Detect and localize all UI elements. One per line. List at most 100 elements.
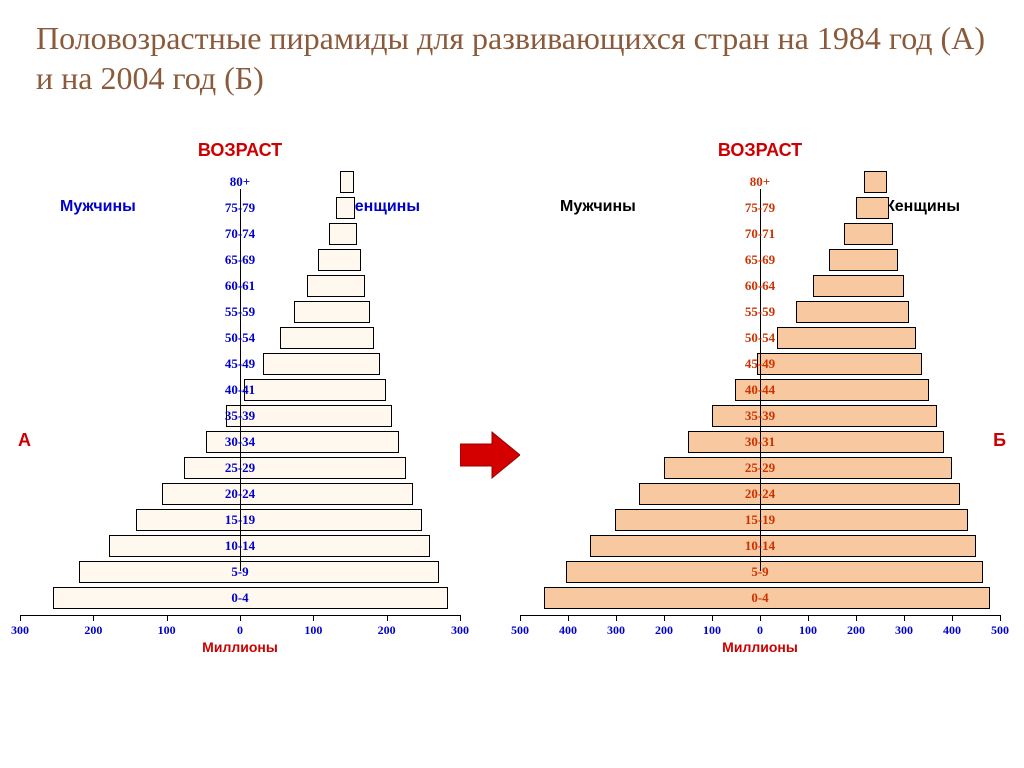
bar-female [784,535,975,557]
bar-female [862,249,898,271]
axis-tick-label: 200 [84,623,102,638]
age-label: 40-44 [745,382,775,398]
age-label: 80+ [230,174,250,190]
bar-female [308,405,392,427]
bar-female [838,353,922,375]
bar-female [851,301,910,323]
age-label: 25-29 [225,460,255,476]
bars-b: 80+75-7970-7165-6960-6455-5950-5445-4940… [520,169,1000,611]
axis-tick [760,615,761,621]
bar-female [301,431,399,453]
axis-tick [568,615,569,621]
age-label: 55-59 [745,304,775,320]
axis-tick [664,615,665,621]
bar-male [336,197,345,219]
axis-tick-label: 0 [237,623,243,638]
bar-male [813,275,856,297]
axis-tick-label: 300 [607,623,625,638]
bar-male [263,353,320,375]
slide: Половозрастные пирамиды для развивающихс… [0,0,1024,768]
age-label: 70-71 [745,226,775,242]
pyramid-a: ВОЗРАСТ Мужчины Женщины А 80+75-7970-746… [20,140,460,655]
bar-female [270,535,430,557]
axis-tick-label: 200 [655,623,673,638]
age-label: 0-4 [751,590,768,606]
axis-tick-label: 0 [757,623,763,638]
bar-male [844,223,867,245]
axis-tick [1000,615,1001,621]
bar-female [800,483,960,505]
bar-female [831,379,929,401]
age-label: 15-19 [745,512,775,528]
age-label: 65-69 [745,252,775,268]
bar-male [856,197,870,219]
chart-area: ВОЗРАСТ Мужчины Женщины А 80+75-7970-746… [20,140,1004,740]
bar-female [345,197,355,219]
slide-title: Половозрастные пирамиды для развивающихс… [36,18,996,98]
bar-female [867,223,893,245]
age-label: 25-29 [745,460,775,476]
bar-female [770,587,990,609]
age-label: 10-14 [745,538,775,554]
axis-tick [167,615,168,621]
bar-male [829,249,862,271]
age-label: 30-31 [745,434,775,450]
bar-female [279,509,422,531]
age-label: 35-39 [745,408,775,424]
axis-tick-label: 300 [895,623,913,638]
bar-male [294,301,331,323]
bar-female [871,197,889,219]
bar-male [777,327,844,349]
age-label: 40-41 [225,382,255,398]
age-label: 50-54 [745,330,775,346]
axis-a: Миллионы 3002001000100200300 [20,615,460,655]
axis-tick [712,615,713,621]
bar-female [823,405,936,427]
age-label: 45-49 [225,356,255,372]
bar-male [544,587,770,609]
axis-tick [616,615,617,621]
bar-female [339,249,361,271]
bar-male [136,509,279,531]
bar-female [816,431,945,453]
axis-tick [20,615,21,621]
axis-title-a: Миллионы [202,639,278,655]
bar-female [808,457,952,479]
bar-female [252,587,447,609]
axis-tick-label: 500 [991,623,1009,638]
bar-female [294,457,405,479]
axis-tick [904,615,905,621]
axis-tick [952,615,953,621]
age-label: 10-14 [225,538,255,554]
axis-tick-label: 200 [378,623,396,638]
bar-female [856,275,903,297]
age-label: 65-69 [225,252,255,268]
axis-tick [808,615,809,621]
arrow-icon [460,430,520,480]
axis-tick [313,615,314,621]
age-label: 70-74 [225,226,255,242]
axis-tick [460,615,461,621]
bar-female [873,171,886,193]
pyramid-row: 0-4 [520,585,1000,611]
bar-male [664,457,808,479]
bar-male [639,483,800,505]
age-label: 15-19 [225,512,255,528]
axis-tick [93,615,94,621]
axis-tick-label: 100 [158,623,176,638]
bar-male [307,275,335,297]
age-label: 0-4 [231,590,248,606]
axis-title-b: Миллионы [722,639,798,655]
axis-tick-label: 200 [847,623,865,638]
bar-male [864,171,874,193]
age-label: 45-49 [745,356,775,372]
bar-female [314,379,386,401]
pyramid-row: 0-4 [20,585,460,611]
bar-male [318,249,339,271]
bar-female [335,275,364,297]
axis-b: Миллионы 5004003002001000100200300400500 [520,615,1000,655]
bar-female [792,509,967,531]
axis-tick-label: 300 [11,623,29,638]
axis-tick-label: 100 [799,623,817,638]
age-label: 35-39 [225,408,255,424]
